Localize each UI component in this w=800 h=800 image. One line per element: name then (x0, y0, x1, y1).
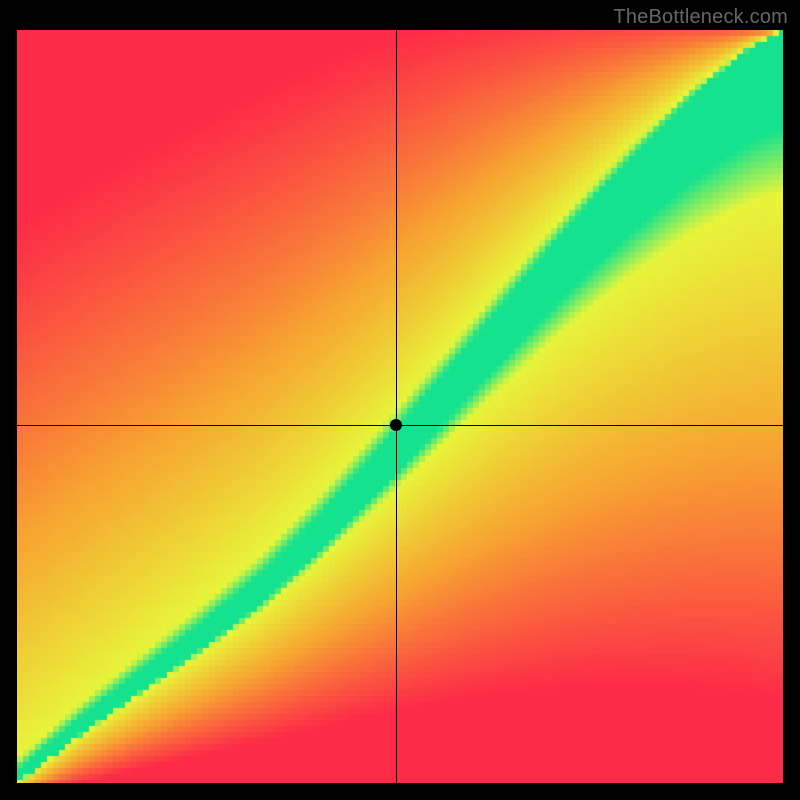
attribution-text: TheBottleneck.com (613, 6, 788, 29)
crosshair-vertical (396, 30, 397, 783)
heatmap-canvas (17, 30, 783, 783)
crosshair-marker (390, 419, 402, 431)
heatmap-plot (17, 30, 783, 783)
chart-stage: TheBottleneck.com (0, 0, 800, 800)
